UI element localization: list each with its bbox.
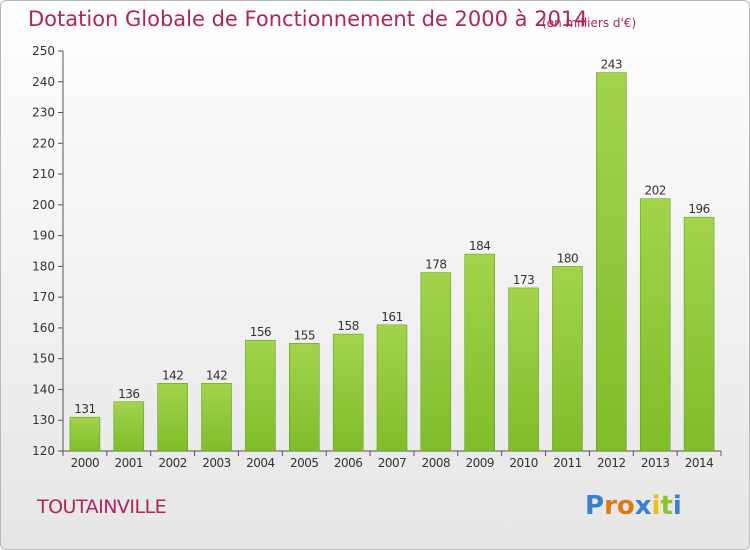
- logo-letter: o: [616, 491, 635, 521]
- bar-2012: [596, 72, 627, 452]
- x-tick-label-2012: 2012: [597, 456, 626, 470]
- y-tick-label: 200: [32, 198, 55, 212]
- logo-letter: i: [651, 491, 661, 521]
- value-label-2013: 202: [644, 184, 665, 198]
- bar-2001: [113, 401, 145, 452]
- value-label-2003: 142: [206, 368, 227, 382]
- y-tick-label: 190: [32, 229, 55, 243]
- x-tick-label-2006: 2006: [334, 456, 363, 470]
- x-tick-label-2001: 2001: [115, 456, 144, 470]
- value-label-2008: 178: [425, 258, 446, 272]
- bar-2010: [508, 287, 539, 452]
- bar-2014: [683, 216, 715, 452]
- y-tick-label: 230: [32, 106, 55, 120]
- bar-2008: [420, 272, 452, 452]
- bar-2013: [639, 198, 671, 452]
- value-label-2001: 136: [118, 387, 139, 401]
- x-tick-label-2000: 2000: [71, 456, 100, 470]
- x-tick-label-2014: 2014: [685, 456, 714, 470]
- x-tick-label-2010: 2010: [509, 456, 538, 470]
- value-label-2007: 161: [381, 310, 402, 324]
- bar-2003: [201, 383, 232, 452]
- x-axis: 2000 2001 2002 2003 2004 2005 2006 2007 2008 2009…: [62, 450, 722, 470]
- x-tick-label-2013: 2013: [641, 456, 670, 470]
- value-label-2005: 155: [294, 328, 315, 342]
- x-tick-label-2005: 2005: [290, 456, 319, 470]
- bar-2004: [245, 339, 276, 452]
- x-tick-label-2011: 2011: [553, 456, 582, 470]
- value-label-2010: 173: [513, 273, 534, 287]
- x-tick-label-2009: 2009: [465, 456, 494, 470]
- value-label-2009: 184: [469, 239, 490, 253]
- bar-2005: [289, 343, 320, 452]
- logo-letter: i: [672, 491, 682, 521]
- logo-letter: P: [585, 491, 605, 521]
- y-tick-label: 170: [32, 290, 55, 304]
- y-tick-label: 160: [32, 321, 55, 335]
- logo-letter: r: [604, 491, 617, 521]
- logo-letter: t: [660, 491, 673, 521]
- y-tick-label: 240: [32, 75, 55, 89]
- y-tick-label: 150: [32, 352, 55, 366]
- y-tick-label: 130: [32, 413, 55, 427]
- y-axis: 120 130 140 150 160 170 180 190 200 210 220 230 240 2…: [32, 44, 64, 458]
- y-tick-label: 210: [32, 167, 55, 181]
- bar-2007: [376, 324, 408, 452]
- value-labels: 131 136 142 142 156 155 158 161 178 184 173 180 243 2…: [74, 58, 710, 417]
- chart-title: Dotation Globale de Fonctionnement de 20…: [28, 7, 588, 31]
- bar-2000: [69, 416, 101, 452]
- bar-2002: [157, 383, 188, 452]
- bars: [69, 72, 715, 452]
- x-tick-label-2008: 2008: [422, 456, 451, 470]
- bar-2011: [552, 266, 583, 452]
- place-name: TOUTAINVILLE: [37, 496, 167, 518]
- proxiti-logo[interactable]: Proxiti: [585, 491, 682, 521]
- value-label-2012: 243: [601, 58, 622, 72]
- value-label-2011: 180: [557, 251, 578, 265]
- y-tick-label: 250: [32, 44, 55, 58]
- logo-letter: x: [634, 491, 652, 521]
- y-tick-label: 220: [32, 136, 55, 150]
- y-tick-label: 180: [32, 259, 55, 273]
- x-tick-label-2004: 2004: [246, 456, 275, 470]
- y-tick-label: 120: [32, 444, 55, 458]
- value-label-2004: 156: [250, 325, 271, 339]
- value-label-2002: 142: [162, 368, 183, 382]
- value-label-2014: 196: [688, 202, 709, 216]
- bar-2006: [332, 333, 364, 452]
- value-label-2000: 131: [74, 402, 95, 416]
- chart-subtitle: (en milliers d'€): [542, 16, 637, 30]
- x-tick-label-2007: 2007: [378, 456, 407, 470]
- bar-2009: [464, 253, 495, 452]
- y-tick-label: 140: [32, 382, 55, 396]
- value-label-2006: 158: [337, 319, 358, 333]
- x-tick-label-2003: 2003: [202, 456, 231, 470]
- x-tick-label-2002: 2002: [158, 456, 187, 470]
